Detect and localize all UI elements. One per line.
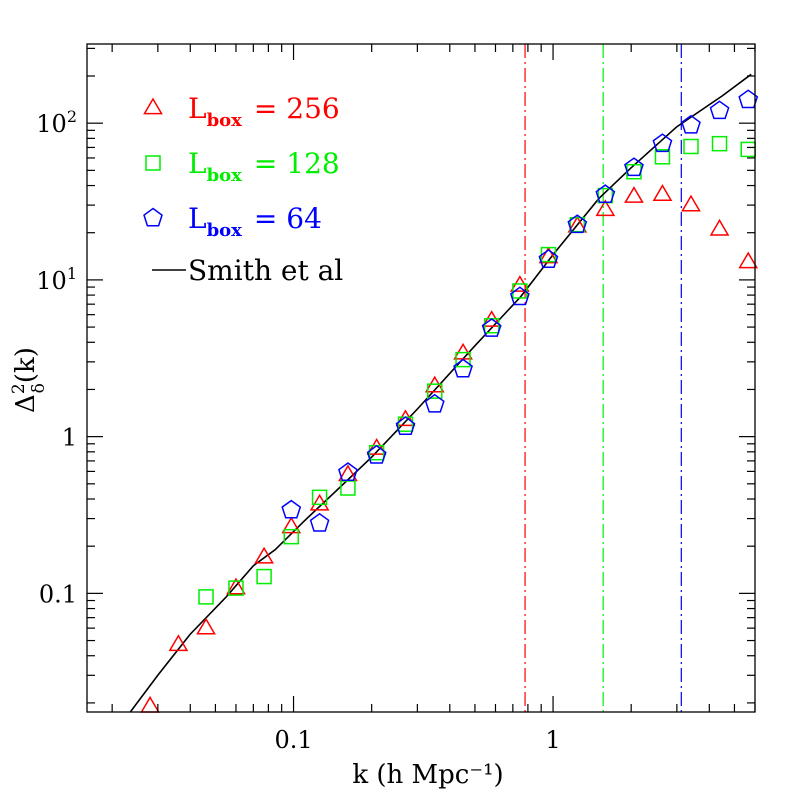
x-tick-label: 1 [545, 726, 560, 754]
legend-label-value: = 128 [254, 147, 340, 180]
data-point-series1-4 [311, 489, 328, 506]
data-point-series1-2 [256, 568, 272, 585]
data-point-series2-6 [453, 358, 473, 378]
y-axis-title-sub: δ [29, 383, 49, 393]
data-point-series0-4 [254, 546, 274, 564]
legend-marker-0 [143, 97, 163, 115]
y-tick-label-base: 10 [36, 110, 67, 138]
legend-label-smith: Smith et al [188, 254, 343, 287]
data-point-series2-9 [538, 249, 559, 268]
data-point-series2-3 [366, 444, 387, 464]
data-point-series2-7 [481, 318, 502, 337]
data-point-series1-1 [228, 580, 244, 596]
data-point-series2-0 [281, 499, 302, 519]
data-point-series0-2 [196, 617, 216, 635]
legend-label-value: = 256 [254, 92, 340, 125]
x-tick-label: 0.1 [274, 726, 312, 754]
data-point-series2-16 [738, 89, 759, 109]
data-point-series0-5 [281, 516, 302, 534]
data-point-series2-14 [681, 114, 701, 134]
y-axis-title-sup: 2 [9, 383, 29, 394]
legend-label-sub: box [207, 220, 243, 241]
data-point-series1-18 [711, 135, 728, 152]
data-point-series0-14 [538, 246, 559, 264]
data-point-series2-13 [652, 133, 673, 153]
legend-label-1: Lbox = 128 [188, 147, 340, 186]
y-tick-label: 1 [62, 424, 77, 452]
y-tick-label-exp: 1 [67, 264, 77, 283]
legend-label-2: Lbox = 64 [188, 202, 322, 241]
y-axis-title: Δ2δ(k) [9, 347, 49, 413]
legend: Lbox = 256 Lbox = 128 Lbox = 64 Smith et al [143, 92, 343, 287]
data-point-series0-18 [652, 184, 673, 201]
y-tick-label-exp: 2 [67, 107, 77, 126]
data-point-series2-4 [395, 416, 416, 435]
legend-label-sub: box [207, 110, 243, 131]
data-point-series1-19 [740, 141, 756, 158]
y-tick-label: 0.1 [39, 580, 77, 608]
data-point-series0-8 [366, 438, 387, 455]
x-axis-title: k (h Mpc⁻¹) [352, 760, 503, 790]
data-point-series1-8 [426, 383, 443, 399]
data-point-series0-6 [309, 493, 330, 511]
data-point-series2-8 [509, 286, 530, 306]
data-point-series0-20 [709, 218, 730, 236]
legend-label-0: Lbox = 256 [188, 92, 340, 131]
legend-label-base: L [188, 202, 207, 235]
data-point-series0-17 [624, 186, 644, 203]
data-point-series2-15 [709, 100, 730, 120]
legend-label-value: = 64 [254, 202, 322, 235]
data-point-series1-0 [198, 589, 214, 605]
legend-marker-2 [143, 207, 163, 227]
legend-label-sub: box [207, 165, 243, 186]
data-point-series0-3 [226, 577, 246, 595]
y-tick-label: 101 [36, 264, 77, 295]
data-point-series2-2 [338, 462, 358, 481]
legend-marker-1 [145, 155, 161, 171]
data-point-series2-12 [624, 157, 644, 177]
data-point-series1-9 [455, 351, 471, 368]
y-tick-label: 102 [36, 107, 77, 138]
plot-frame [86, 43, 756, 713]
data-point-series1-5 [340, 480, 356, 496]
data-point-series2-11 [595, 184, 616, 204]
data-point-series2-5 [424, 393, 445, 413]
data-point-series1-11 [512, 283, 528, 299]
data-point-series1-15 [626, 163, 642, 180]
data-point-series2-10 [567, 214, 588, 234]
data-point-series0-19 [681, 194, 701, 212]
legend-label-base: L [188, 92, 207, 125]
data-point-series0-9 [395, 409, 416, 427]
data-point-series0-1 [168, 634, 189, 652]
data-point-series2-1 [309, 512, 330, 532]
legend-label-base: L [188, 147, 207, 180]
data-point-series0-0 [140, 695, 160, 713]
data-point-series0-16 [595, 199, 616, 217]
y-tick-label-base: 10 [36, 267, 67, 295]
y-axis-title-main: Δ [11, 394, 41, 413]
data-point-series1-16 [654, 149, 671, 165]
data-point-series0-21 [738, 251, 759, 269]
data-point-series1-3 [283, 528, 300, 545]
data-point-series1-17 [683, 138, 699, 155]
y-axis-title-tail: (k) [11, 347, 41, 383]
